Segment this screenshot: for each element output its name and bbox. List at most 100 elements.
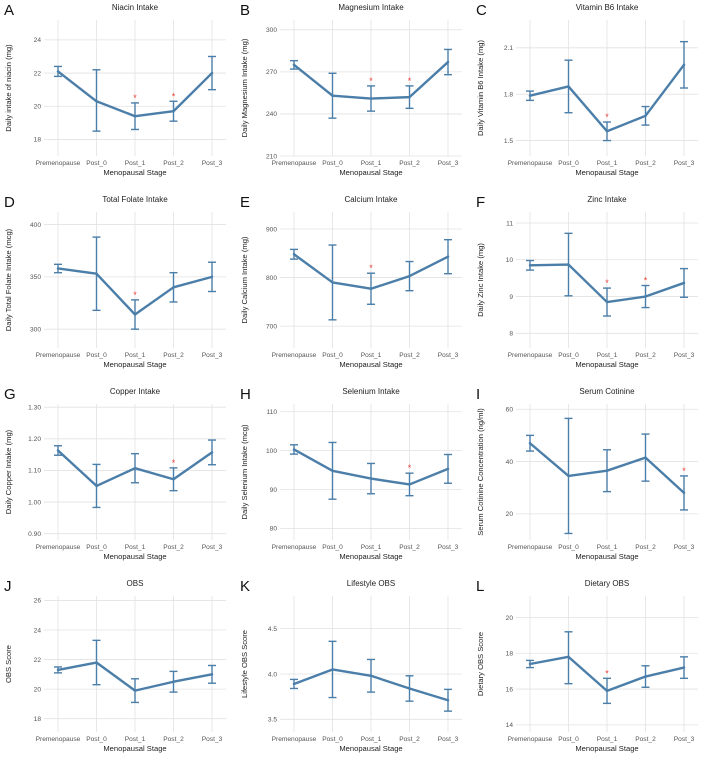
significance-star: * [172, 91, 176, 101]
x-tick-label: Post_2 [635, 544, 656, 551]
chart-title: Calcium Intake [345, 195, 398, 204]
data-point [369, 287, 373, 290]
x-axis-title: Menopausal Stage [103, 168, 166, 177]
panel-letter: G [4, 386, 16, 403]
y-tick-label: 18 [506, 651, 514, 658]
x-axis-title: Menopausal Stage [575, 360, 638, 369]
y-tick-label: 14 [506, 722, 514, 729]
chart-svg-e: E Calcium Intake 700 800 900 Premenopause Post… [240, 194, 462, 369]
y-tick-label: 1.20 [28, 436, 41, 443]
chart-panel-d: D Total Folate Intake 300 350 400 Premenopaus… [0, 192, 236, 384]
data-point [644, 675, 647, 678]
data-point [605, 689, 609, 693]
data-point [682, 281, 686, 285]
y-tick-label: 10 [506, 257, 514, 264]
x-tick-label: Post_0 [322, 736, 343, 743]
x-tick-label: Post_0 [86, 160, 107, 167]
x-tick-label: Premenopause [272, 736, 317, 743]
data-point [292, 682, 296, 686]
chart-title: Magnesium Intake [338, 3, 404, 12]
y-tick-label: 40 [506, 459, 514, 466]
chart-panel-f: F Zinc Intake 8 9 10 11 Premenopause Post_0 Post… [472, 192, 708, 384]
x-tick-label: Post_3 [202, 736, 223, 743]
x-tick-label: Post_2 [163, 160, 184, 167]
panel-letter: L [476, 578, 484, 595]
significance-star: * [605, 278, 609, 288]
panel-letter: E [240, 194, 250, 211]
y-tick-label: 1.30 [28, 404, 41, 411]
data-point [644, 295, 647, 298]
panel-letter: F [476, 194, 485, 211]
x-tick-label: Post_1 [361, 160, 382, 167]
significance-star: * [682, 466, 686, 476]
data-point [331, 94, 334, 97]
y-tick-label: 11 [506, 220, 513, 227]
chart-svg-b: B Magnesium Intake 210 240 270 300 Premenopaus… [240, 2, 462, 177]
x-axis-title: Menopausal Stage [103, 744, 166, 753]
x-axis-title: Menopausal Stage [575, 168, 638, 177]
panel-letter: K [240, 578, 250, 595]
x-tick-label: Post_1 [361, 544, 382, 551]
y-tick-label: 26 [34, 598, 42, 605]
x-axis-title: Menopausal Stage [103, 552, 166, 561]
data-point [408, 687, 411, 690]
data-point [331, 469, 334, 473]
x-tick-label: Post_2 [635, 736, 656, 743]
x-tick-label: Post_1 [597, 736, 618, 743]
chart-svg-g: G Copper Intake 0.90 1.00 1.10 1.20 1.30 Premen… [4, 386, 226, 561]
x-tick-label: Post_3 [202, 544, 223, 551]
x-tick-label: Post_0 [86, 736, 107, 743]
x-tick-label: Post_3 [438, 352, 459, 359]
x-tick-label: Post_1 [597, 352, 618, 359]
x-tick-label: Post_1 [125, 352, 146, 359]
data-point [567, 474, 570, 478]
x-tick-label: Post_1 [361, 352, 382, 359]
x-axis-title: Menopausal Stage [575, 744, 638, 753]
chart-title: OBS [127, 579, 144, 588]
y-axis-title: Daily Magnesium Intake (mg) [240, 38, 249, 137]
significance-star: * [605, 112, 609, 122]
significance-star: * [133, 93, 137, 103]
y-tick-label: 2.1 [504, 45, 513, 52]
chart-svg-j: J OBS 18 20 22 24 26 Premenopause Post_0 Post_1 Po… [4, 578, 226, 753]
y-tick-label: 20 [506, 615, 514, 622]
x-axis-title: Menopausal Stage [575, 552, 638, 561]
chart-panel-l: L Dietary OBS 14 16 18 20 Premenopause Post_0 Po… [472, 576, 708, 768]
x-axis-title: Menopausal Stage [339, 552, 402, 561]
data-point [528, 662, 532, 666]
significance-star: * [133, 290, 137, 300]
data-point [528, 94, 532, 97]
y-tick-label: 4.5 [268, 626, 277, 633]
panel-letter: B [240, 2, 250, 19]
data-point [644, 114, 647, 118]
x-tick-label: Post_2 [399, 544, 420, 551]
x-tick-label: Premenopause [508, 544, 553, 551]
data-point [172, 110, 175, 113]
chart-title: Selenium Intake [342, 387, 400, 396]
y-tick-label: 300 [30, 326, 41, 333]
chart-svg-c: C Vitamin B6 Intake 1.5 1.8 2.1 Premenopause P… [476, 2, 698, 177]
y-tick-label: 60 [506, 407, 514, 414]
y-axis-title: Daily intake of niacin (mg) [4, 44, 13, 132]
chart-title: Total Folate Intake [102, 195, 168, 204]
data-point [682, 491, 686, 495]
chart-svg-f: F Zinc Intake 8 9 10 11 Premenopause Post_0 Post… [476, 194, 698, 369]
y-tick-label: 3.5 [268, 717, 277, 724]
data-point [210, 451, 214, 454]
x-tick-label: Post_2 [163, 544, 184, 551]
y-tick-label: 1.8 [504, 91, 513, 98]
y-tick-label: 22 [34, 70, 42, 77]
chart-panel-h: H Selenium Intake 80 90 100 110 Premenopause Po… [236, 384, 472, 576]
chart-svg-l: L Dietary OBS 14 16 18 20 Premenopause Post_0 Po… [476, 578, 698, 753]
y-tick-label: 20 [34, 686, 42, 693]
data-point [133, 467, 137, 470]
data-point [172, 286, 175, 289]
x-tick-label: Post_2 [399, 352, 420, 359]
panel-letter: D [4, 194, 15, 211]
y-tick-label: 20 [506, 511, 514, 518]
y-tick-label: 900 [266, 226, 277, 233]
data-point [210, 71, 214, 75]
data-point [528, 442, 532, 445]
data-point [682, 63, 686, 67]
y-tick-label: 800 [266, 275, 277, 282]
